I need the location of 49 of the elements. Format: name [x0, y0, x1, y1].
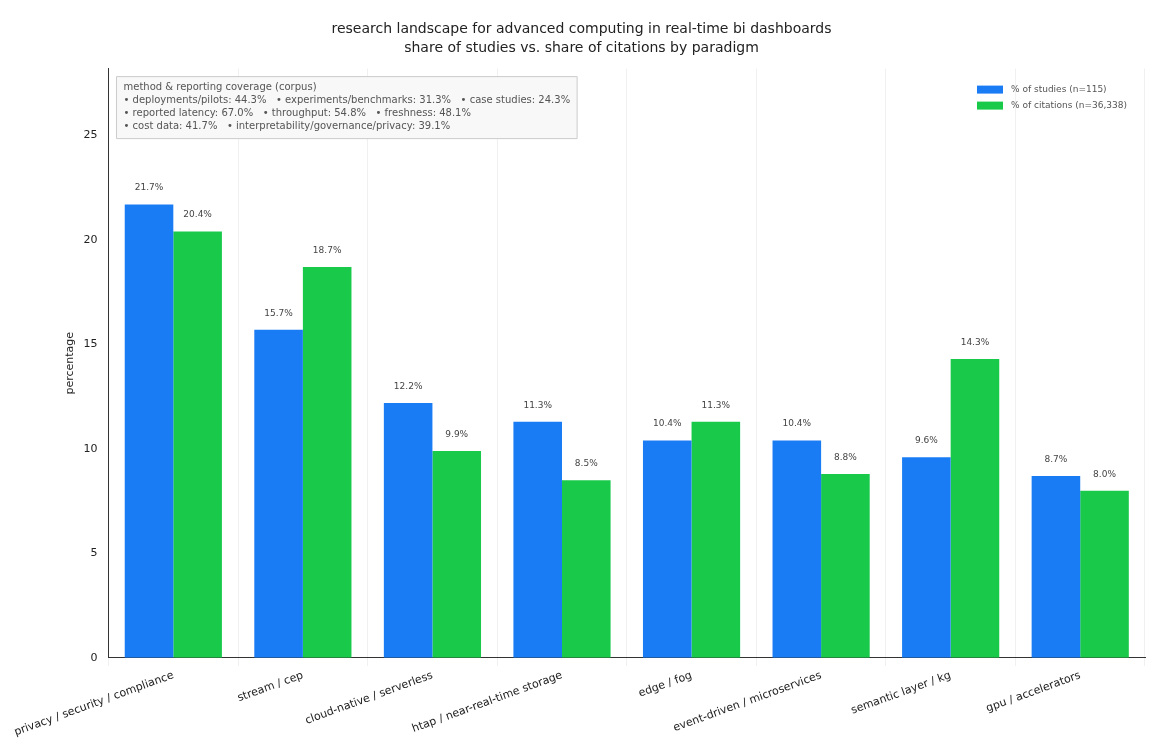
- text: 9.9%: [445, 428, 469, 439]
- bar: [561, 480, 611, 658]
- text: 18.7%: [312, 244, 342, 255]
- text: 12.2%: [393, 380, 423, 391]
- y-tick-label: 20: [83, 232, 98, 246]
- bar: [432, 450, 482, 658]
- text: 9.6%: [914, 435, 938, 446]
- text: 14.3%: [960, 336, 990, 347]
- y-tick-label: 15: [83, 337, 98, 351]
- chart-subtitle: share of studies vs. share of citations by paradigm: [404, 38, 759, 55]
- bar: [902, 457, 951, 658]
- text: 11.3%: [701, 399, 731, 410]
- text: 10.4%: [782, 418, 812, 429]
- chart-title: research landscape for advanced computing in real-time bi dashboards: [331, 20, 832, 37]
- legend-label: % of studies (n=115): [1011, 83, 1107, 94]
- y-axis-title: percentage: [62, 331, 76, 395]
- y-tick-label: 25: [83, 128, 98, 142]
- text: 8.7%: [1044, 453, 1068, 464]
- text: 8.5%: [574, 458, 598, 469]
- text: 20.4%: [183, 209, 212, 220]
- text: 21.7%: [134, 182, 164, 193]
- bar: [173, 231, 222, 658]
- text: 8.0%: [1093, 468, 1116, 479]
- annotation: • reported latency: 67.0% • throughput: 54.8% • freshness: 48.1%: [123, 107, 471, 119]
- bar: [691, 421, 741, 658]
- legend-label: % of citations (n=36,338): [1011, 99, 1128, 110]
- text: 11.3%: [523, 399, 552, 410]
- text: 10.4%: [652, 418, 682, 429]
- y-tick-label: 10: [83, 441, 98, 455]
- annotation: • deployments/pilots: 44.3% • experiments/benchmarks: 31.3% • case studies: 24.3%: [123, 94, 571, 106]
- x-tick-label: edge / fog: [636, 668, 694, 700]
- y-tick-label: 5: [90, 546, 98, 560]
- bar: [1031, 476, 1081, 658]
- bar: [513, 421, 562, 658]
- bar: [302, 267, 352, 658]
- bar: [1080, 490, 1129, 658]
- bar: [383, 402, 433, 658]
- bar: [642, 440, 692, 658]
- bar: [124, 204, 174, 658]
- y-tick-label: 0: [90, 650, 98, 664]
- annotation: • cost data: 41.7% • interpretability/governance/privacy: 39.1%: [123, 120, 451, 132]
- x-tick-label: stream / cep: [235, 668, 305, 705]
- bar: [772, 440, 822, 658]
- text: 8.8%: [833, 451, 857, 462]
- annotation: method & reporting coverage (corpus): [123, 81, 317, 93]
- bar: [254, 329, 303, 658]
- text: 15.7%: [264, 307, 293, 318]
- bar: [821, 473, 870, 658]
- bar: [950, 359, 1000, 658]
